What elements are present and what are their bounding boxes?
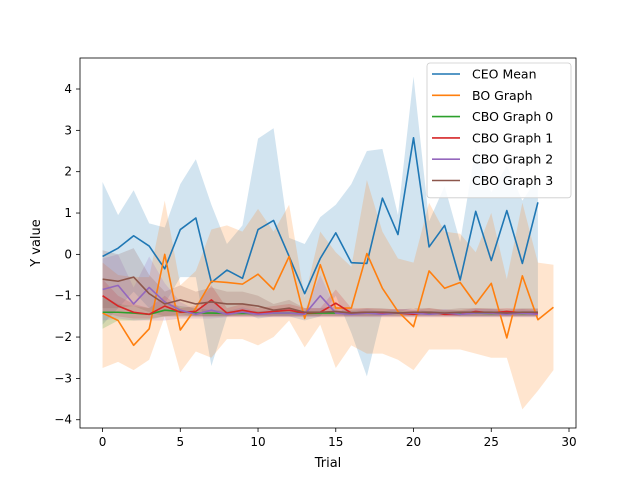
x-tick-label: 25 [484, 435, 499, 449]
y-tick-label: −2 [54, 330, 72, 344]
cbo-graph-2-band [102, 254, 538, 321]
legend-box [426, 62, 572, 199]
y-tick-label: 1 [64, 206, 72, 220]
ceo-mean-line [102, 136, 539, 295]
legend-label-cbo-graph-0: CBO Graph 0 [472, 109, 553, 124]
y-axis-label: Y value [29, 219, 44, 268]
y-axis-ticks: −4 −3 −2 −1 0 1 2 3 4 [54, 82, 80, 427]
x-tick-label: 20 [406, 435, 421, 449]
x-axis-ticks: 0 5 10 15 20 25 30 [99, 428, 577, 449]
y-tick-label: −1 [54, 289, 72, 303]
x-tick-label: 0 [99, 435, 107, 449]
y-tick-label: 2 [64, 165, 72, 179]
plot-frame [79, 57, 577, 429]
cbo-graph-3-line [102, 276, 538, 314]
legend-label-bo-graph: BO Graph [472, 88, 533, 103]
legend-label-cbo-graph-3: CBO Graph 3 [472, 173, 553, 188]
y-tick-label: −4 [54, 413, 72, 427]
y-tick-label: 0 [64, 247, 72, 261]
bo-graph-line [102, 252, 554, 347]
legend-label-cbo-graph-1: CBO Graph 1 [472, 130, 553, 145]
x-axis-label: Trial [314, 456, 342, 471]
x-tick-label: 30 [561, 435, 576, 449]
series-lines [102, 136, 554, 347]
cbo-graph-1-band [102, 279, 538, 319]
x-tick-label: 15 [328, 435, 343, 449]
y-tick-label: −3 [54, 371, 72, 385]
x-tick-label: 10 [250, 435, 265, 449]
bo-graph-band [102, 179, 554, 410]
x-tick-label: 5 [176, 435, 184, 449]
cbo-graph-2-line [102, 284, 538, 316]
legend-label-ceo-mean: CEO Mean [472, 67, 537, 82]
legend: CEO Mean BO Graph CBO Graph 0 CBO Graph 1 CB… [426, 62, 572, 199]
legend-label-cbo-graph-2: CBO Graph 2 [472, 152, 553, 167]
y-tick-label: 3 [64, 123, 72, 137]
y-tick-label: 4 [64, 82, 72, 96]
